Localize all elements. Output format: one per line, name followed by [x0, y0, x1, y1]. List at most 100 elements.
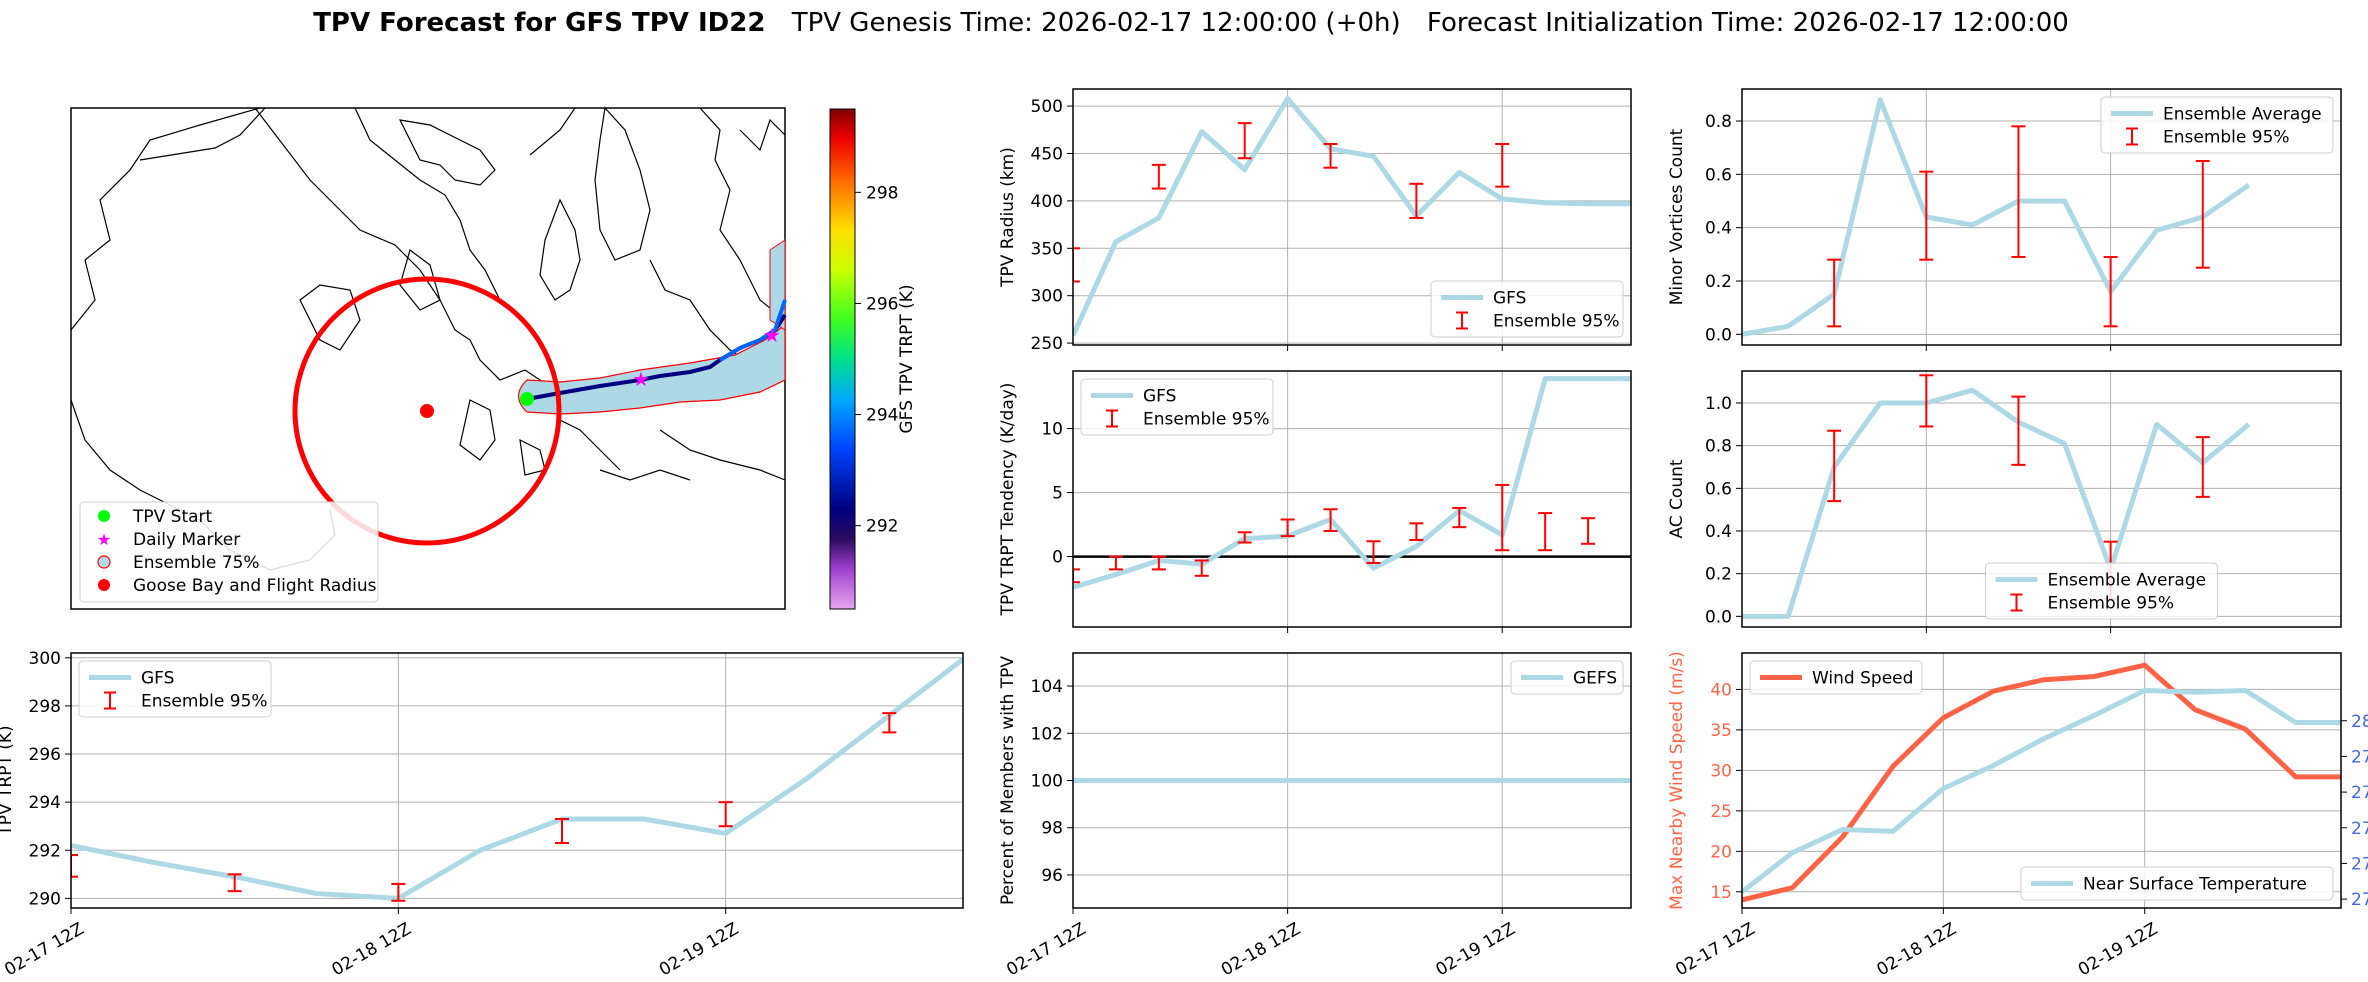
errorbar [555, 817, 570, 845]
trpt-panel: 290 292 294 296 298 300 TPV TRPT (K) 02-17 12Z 0… [0, 649, 964, 980]
errorbar [1151, 555, 1166, 571]
y-tick-label: 98 [1041, 819, 1063, 839]
y-tick-label: 25 [1710, 802, 1732, 822]
y-tick-label: 10 [1041, 420, 1063, 440]
figure-title: TPV Forecast for GFS TPV ID22 TPV Genesi… [313, 8, 2069, 38]
plot-area [1073, 376, 1631, 590]
series-line-0 [1742, 662, 2341, 903]
x-tick-label: 02-18 12Z [1218, 919, 1304, 980]
axes-frame [1741, 370, 2342, 628]
y-axis-label: Minor Vortices Count [1667, 128, 1687, 305]
y-tick-label: 0.4 [1705, 219, 1732, 239]
y-tick-label: 400 [1031, 192, 1063, 212]
x-tick-label: 02-17 12Z [1, 919, 87, 980]
y-tick-label: 0.0 [1705, 325, 1732, 345]
legend-box [2020, 866, 2334, 901]
y-tick-label: 0.6 [1705, 165, 1732, 185]
y-tick-label: 450 [1031, 144, 1063, 164]
legend-label: GFS [1143, 387, 1176, 407]
legend-box [2100, 96, 2334, 154]
errorbar [2011, 125, 2026, 258]
y-tick-label: 96 [1041, 866, 1063, 886]
legend-label: GFS [141, 669, 174, 689]
daily-marker: ★ [763, 323, 781, 347]
x-tick-label: 02-19 12Z [656, 919, 742, 980]
colorbar-tick-label: 298 [866, 183, 898, 203]
x-tick-label: 02-18 12Z [329, 919, 415, 980]
y-tick-label: 0.0 [1705, 607, 1732, 627]
y-tick-label: 294 [29, 793, 61, 813]
axes-frame [1072, 370, 1632, 628]
y-right-tick-label: 278 [2351, 747, 2368, 767]
errorbar [227, 873, 242, 893]
colorbar-ticks: 292 294 296 298 [855, 183, 898, 537]
axes-frame [1072, 88, 1632, 346]
errorbar [718, 801, 733, 828]
errorbar [1581, 517, 1596, 545]
errorbar [391, 882, 406, 902]
errorbar [71, 854, 78, 878]
legend-daily-marker: Daily Marker [133, 530, 240, 550]
errorbar [1073, 568, 1080, 584]
legend-ensemble-75: Ensemble 75% [133, 553, 260, 573]
errorbar [1495, 142, 1510, 188]
legend-tpv-start-icon [98, 510, 110, 522]
legend-daily-marker-icon: ★ [97, 530, 111, 549]
errorbar [1409, 182, 1424, 219]
y-tick-label: 1.0 [1705, 394, 1732, 414]
legend-ensemble-75-icon [97, 555, 111, 569]
legend: GFS Ensemble 95% [1430, 280, 1624, 338]
y-right-tick-label: 270 [2351, 890, 2368, 910]
y-tick-label: 290 [29, 889, 61, 909]
y-tick-label: 296 [29, 745, 61, 765]
y-tick-label: 0.2 [1705, 272, 1732, 292]
y-axis-label: TPV TRPT (K) [0, 725, 16, 836]
tendency-panel: 0 5 10 TPV TRPT Tendency (K/day) GFS Ensemble… [998, 370, 1632, 633]
errorbar [1237, 531, 1252, 544]
errorbar [882, 712, 897, 734]
legend-label: Ensemble 95% [2163, 128, 2290, 148]
errorbar [1151, 163, 1166, 190]
axes-frame [1072, 652, 1632, 909]
legend: Wind Speed [1749, 660, 1923, 695]
errorbar [2011, 395, 2026, 466]
axes-frame [1741, 88, 2342, 346]
errorbar [1237, 122, 1252, 160]
legend: Near Surface Temperature [2020, 866, 2334, 901]
y-right-tick-label: 274 [2351, 819, 2368, 839]
y-axis-label: AC Count [1667, 459, 1687, 538]
legend-label: Near Surface Temperature [2083, 875, 2307, 895]
series-line-0 [1073, 376, 1631, 590]
errorbar [1366, 540, 1381, 564]
tpv-start-marker [520, 392, 534, 406]
y-tick-label: 102 [1031, 724, 1063, 744]
y-tick-label: 5 [1052, 484, 1063, 504]
errorbar [1452, 506, 1467, 529]
y-tick-label: 40 [1710, 680, 1732, 700]
y-axis-label: TPV TRPT Tendency (K/day) [998, 383, 1018, 617]
radius-panel: 250 300 350 400 450 500 TPV Radius (km) GFS Ense… [998, 88, 1632, 354]
legend: GEFS [1510, 660, 1624, 695]
plot-area [1073, 95, 1631, 337]
daily-marker: ★ [632, 367, 650, 391]
errorbar [1073, 247, 1080, 283]
x-tick-label: 02-17 12Z [1003, 919, 1089, 980]
axes-frame [70, 652, 964, 909]
y-tick-label: 500 [1031, 97, 1063, 117]
legend-tpv-start: TPV Start [132, 507, 213, 527]
y-right-tick-label: 272 [2351, 854, 2368, 874]
y-tick-label: 298 [29, 697, 61, 717]
errorbar [1538, 512, 1553, 552]
y-axis-label: Max Nearby Wind Speed (m/s) [1667, 651, 1687, 910]
legend-label: GFS [1493, 289, 1526, 309]
y-tick-label: 104 [1031, 677, 1063, 697]
y-tick-label: 0.8 [1705, 437, 1732, 457]
y-right-tick-label: 280 [2351, 712, 2368, 732]
colorbar-tick-label: 296 [866, 294, 898, 314]
legend-label: Ensemble 95% [1143, 410, 1270, 430]
legend: Ensemble Average Ensemble 95% [1985, 562, 2218, 620]
x-tick-label: 02-19 12Z [2075, 919, 2161, 980]
plot-area [1742, 662, 2341, 903]
series-line-0 [1742, 97, 2251, 337]
